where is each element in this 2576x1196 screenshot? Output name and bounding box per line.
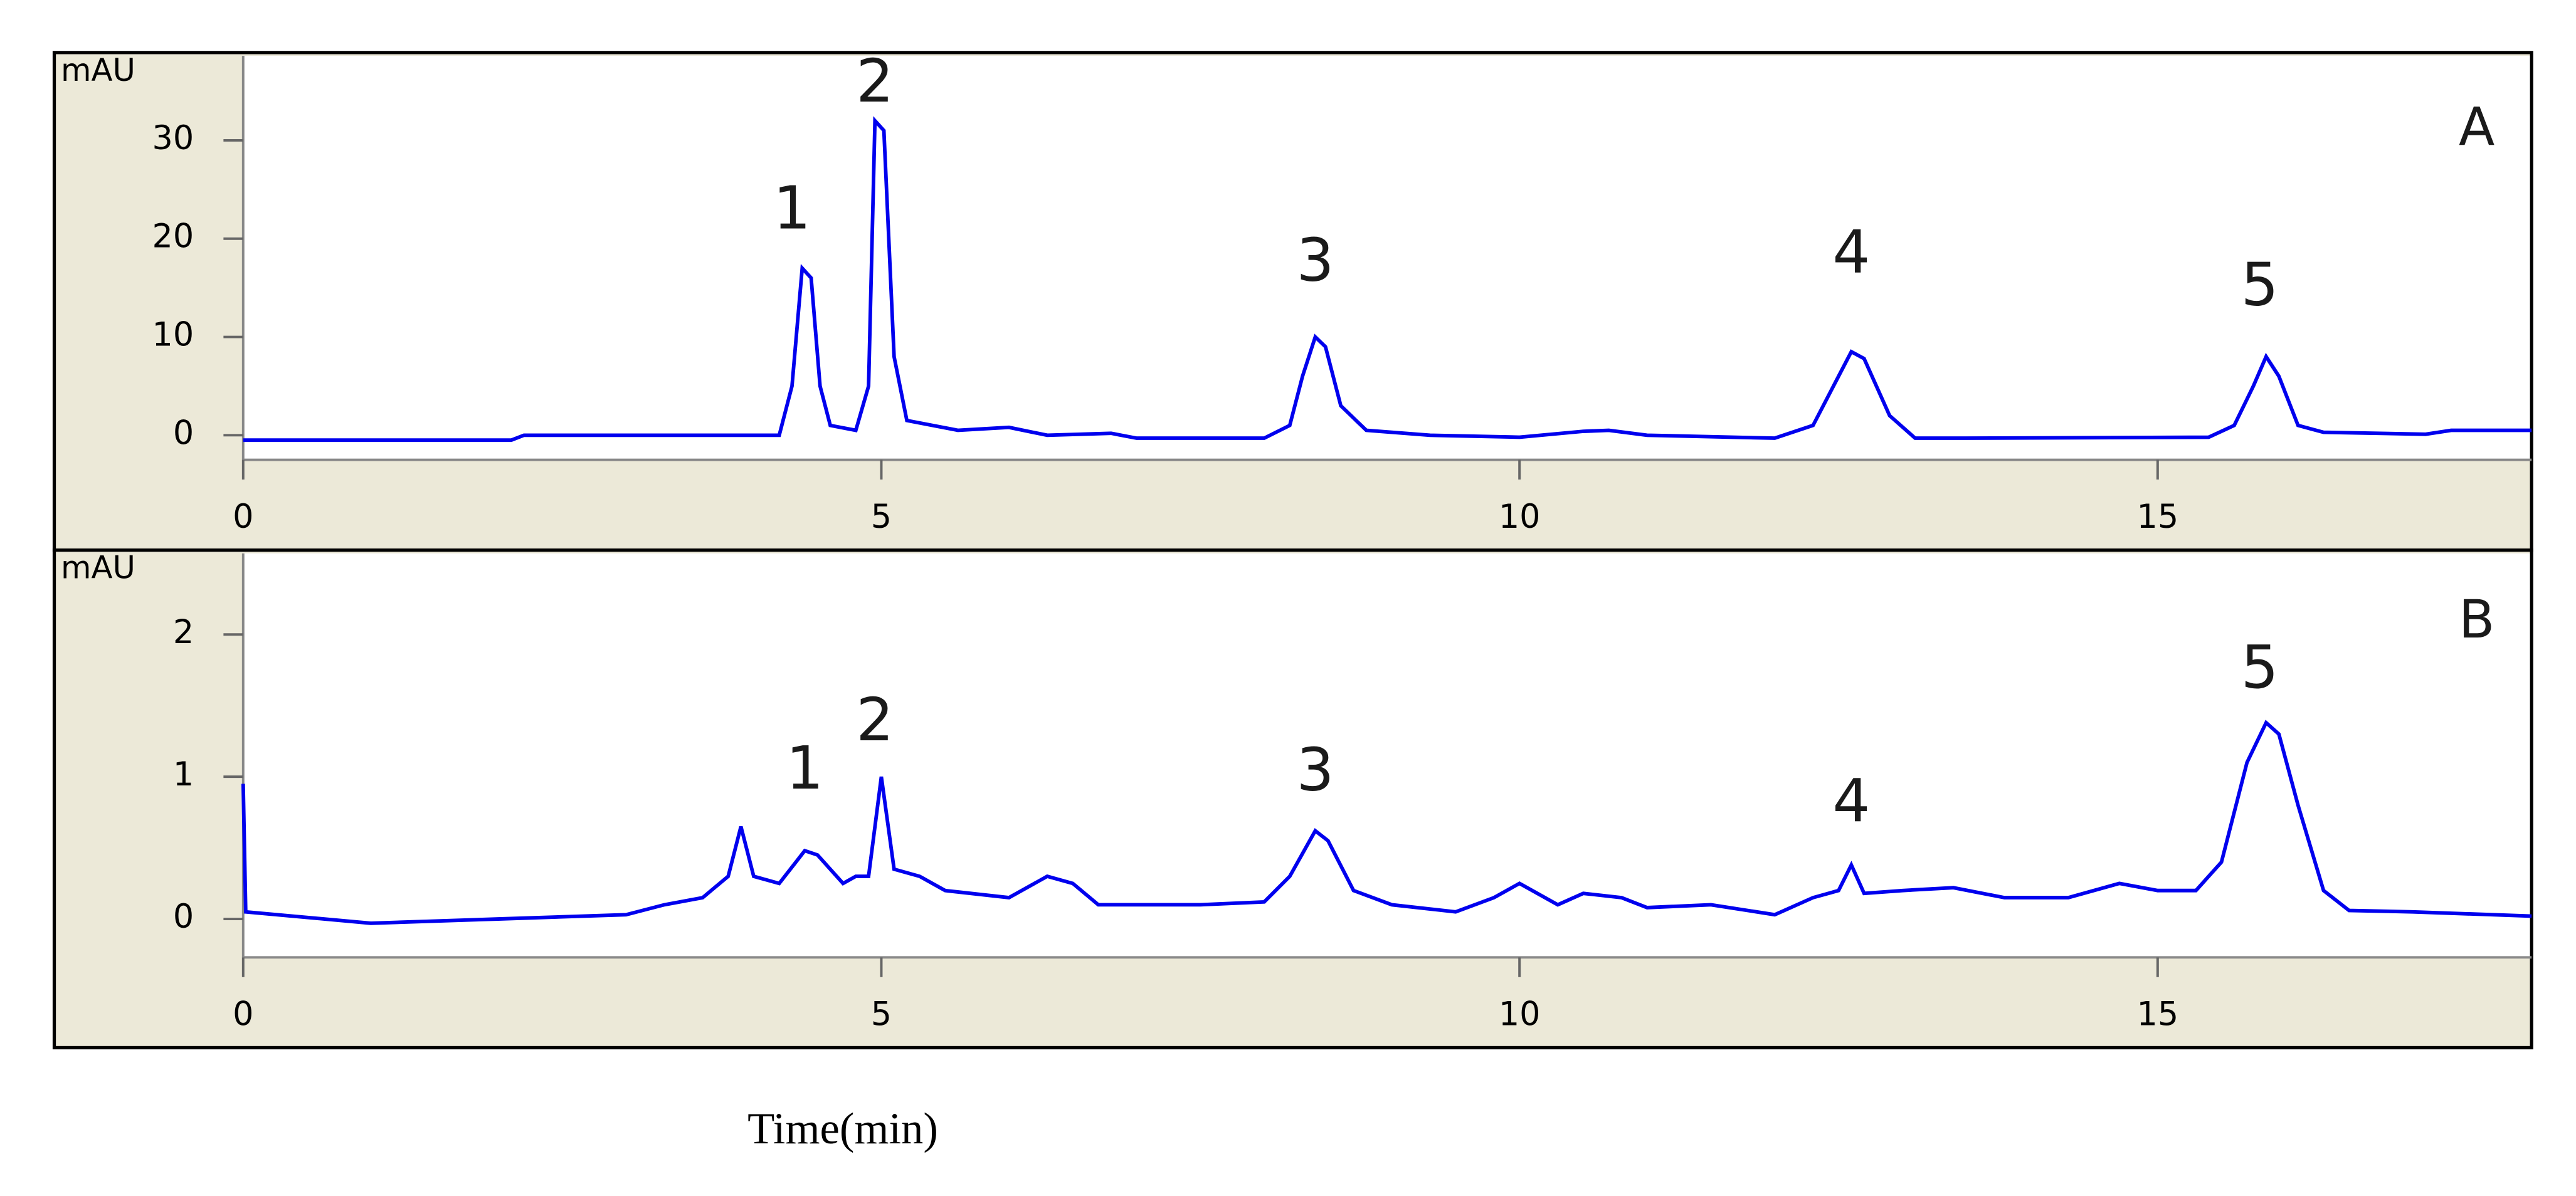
peak-label: 4 xyxy=(1832,767,1870,836)
peak-label: 3 xyxy=(1297,735,1334,804)
panel-label: A xyxy=(2459,96,2494,157)
panel-label: B xyxy=(2459,589,2495,650)
y-axis-label: mAU xyxy=(61,550,135,586)
x-tick-label: 10 xyxy=(1499,498,1541,536)
y-tick-label: 0 xyxy=(173,898,194,936)
x-axis-label: Time(min) xyxy=(747,1104,938,1153)
peak-label: 1 xyxy=(786,734,823,803)
y-tick-label: 10 xyxy=(152,316,194,354)
plot-area xyxy=(243,553,2530,958)
peak-label: 2 xyxy=(856,686,894,755)
y-tick-label: 20 xyxy=(152,218,194,256)
trace xyxy=(241,720,2532,925)
y-tick-label: 30 xyxy=(152,119,194,157)
x-tick-label: 5 xyxy=(871,498,892,536)
peak-label: 5 xyxy=(2241,633,2279,702)
y-tick-label: 1 xyxy=(173,755,194,794)
x-tick-label: 0 xyxy=(233,498,253,536)
peak-label: 3 xyxy=(1297,226,1334,295)
peak-label: 1 xyxy=(773,174,811,243)
peak-label: 5 xyxy=(2241,251,2279,320)
y-tick-label: 2 xyxy=(173,613,194,651)
x-tick-label: 5 xyxy=(871,995,892,1034)
y-tick-label: 0 xyxy=(173,414,194,452)
peak-label: 2 xyxy=(856,47,894,116)
y-axis-label: mAU xyxy=(61,52,135,88)
trace xyxy=(243,116,2532,443)
peak-label: 4 xyxy=(1832,218,1870,287)
x-tick-label: 10 xyxy=(1499,995,1541,1034)
x-tick-label: 0 xyxy=(233,995,253,1034)
x-tick-label: 15 xyxy=(2137,498,2179,536)
x-tick-label: 15 xyxy=(2137,995,2179,1034)
plot-area xyxy=(243,56,2530,460)
